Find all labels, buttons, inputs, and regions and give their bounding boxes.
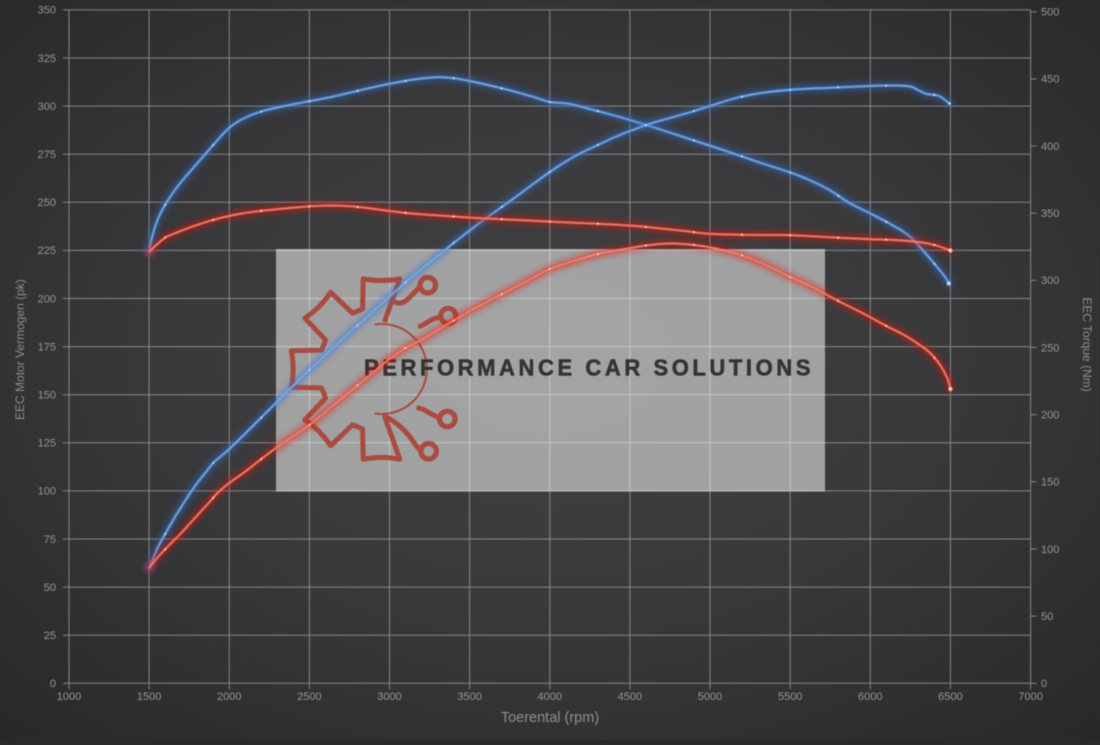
- svg-text:225: 225: [38, 245, 56, 257]
- svg-text:1000: 1000: [57, 691, 81, 703]
- svg-text:350: 350: [1041, 208, 1059, 220]
- svg-text:200: 200: [1041, 410, 1059, 422]
- svg-text:50: 50: [44, 582, 56, 594]
- svg-text:0: 0: [1041, 678, 1047, 690]
- svg-text:300: 300: [1041, 275, 1059, 287]
- svg-text:6000: 6000: [858, 691, 882, 703]
- svg-text:500: 500: [1041, 7, 1059, 19]
- svg-text:25: 25: [44, 630, 56, 642]
- svg-text:150: 150: [38, 390, 56, 402]
- svg-text:6500: 6500: [938, 691, 962, 703]
- svg-text:450: 450: [1041, 74, 1059, 86]
- svg-text:125: 125: [38, 438, 56, 450]
- svg-text:400: 400: [1041, 141, 1059, 153]
- svg-text:PERFORMANCE CAR SOLUTIONS: PERFORMANCE CAR SOLUTIONS: [364, 355, 814, 381]
- svg-text:150: 150: [1041, 477, 1059, 489]
- svg-text:50: 50: [1041, 611, 1053, 623]
- svg-text:Toerental (rpm): Toerental (rpm): [501, 710, 599, 726]
- svg-text:3500: 3500: [457, 691, 481, 703]
- svg-text:5000: 5000: [698, 691, 722, 703]
- svg-text:5500: 5500: [778, 691, 802, 703]
- svg-text:7000: 7000: [1018, 691, 1042, 703]
- svg-text:EEC Motor Vermogen (pk): EEC Motor Vermogen (pk): [13, 279, 27, 420]
- svg-text:250: 250: [38, 197, 56, 209]
- svg-text:100: 100: [1041, 544, 1059, 556]
- svg-text:325: 325: [38, 53, 56, 65]
- svg-text:275: 275: [38, 149, 56, 161]
- svg-text:200: 200: [38, 293, 56, 305]
- svg-text:3000: 3000: [377, 691, 401, 703]
- svg-text:2500: 2500: [297, 691, 321, 703]
- svg-text:2000: 2000: [217, 691, 241, 703]
- svg-text:175: 175: [38, 341, 56, 353]
- svg-text:4000: 4000: [538, 691, 562, 703]
- svg-text:75: 75: [44, 534, 56, 546]
- svg-text:0: 0: [50, 678, 56, 690]
- svg-text:350: 350: [38, 5, 56, 17]
- svg-text:EEC Torque (Nm): EEC Torque (Nm): [1080, 297, 1094, 391]
- svg-text:4500: 4500: [618, 691, 642, 703]
- svg-text:300: 300: [38, 101, 56, 113]
- svg-text:250: 250: [1041, 342, 1059, 354]
- svg-text:100: 100: [38, 486, 56, 498]
- svg-text:1500: 1500: [137, 691, 161, 703]
